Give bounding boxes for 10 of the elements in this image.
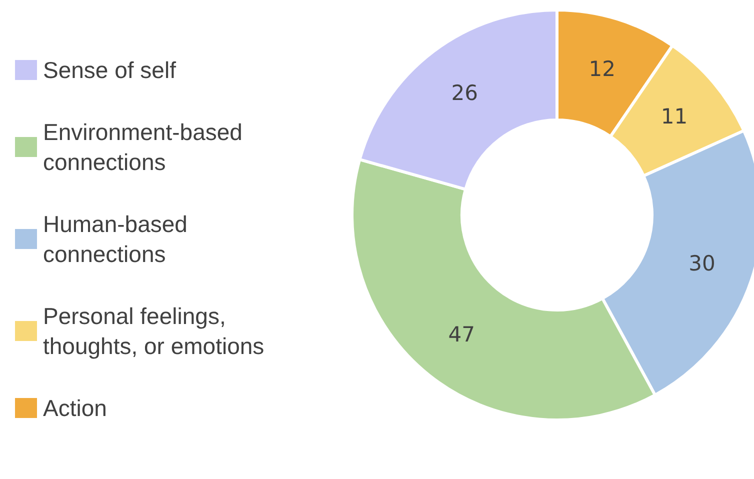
- legend-label: Personal feelings, thoughts, or emotions: [43, 303, 264, 359]
- data-label: 30: [688, 252, 716, 276]
- legend-label: Action: [43, 395, 107, 421]
- data-label: 12: [588, 56, 616, 81]
- data-label: 11: [660, 104, 688, 129]
- legend-label: Human-based connections: [43, 211, 194, 267]
- legend-label: Environment-based connections: [43, 119, 249, 175]
- data-label: 47: [448, 322, 475, 347]
- data-label: 26: [451, 81, 478, 106]
- legend-label: Sense of self: [43, 57, 177, 83]
